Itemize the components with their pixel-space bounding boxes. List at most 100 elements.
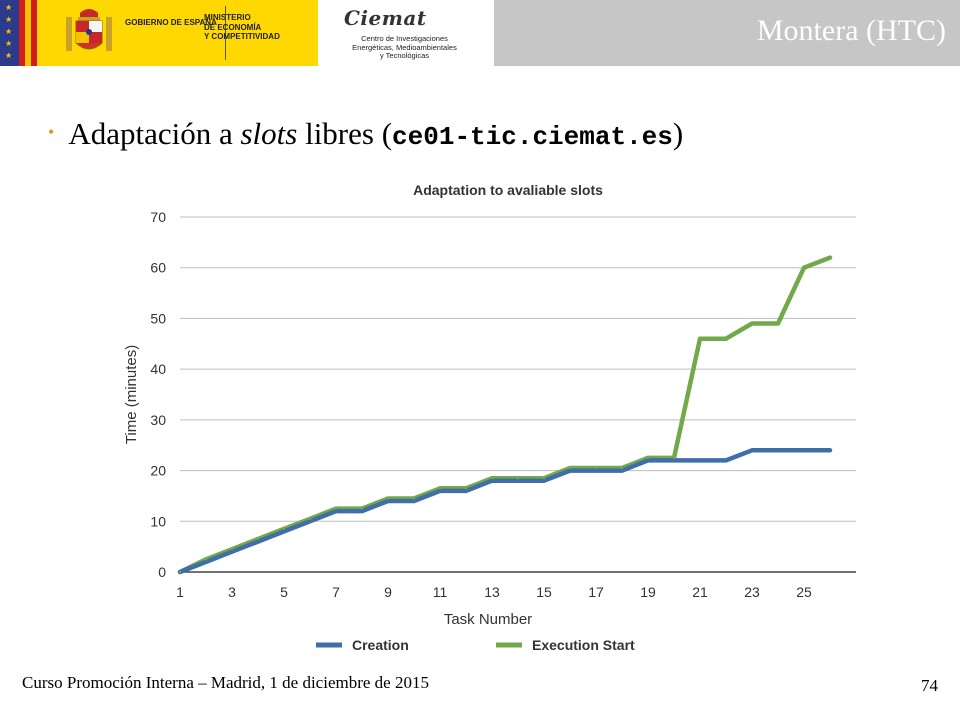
series-line-execution-start (177, 255, 833, 575)
star-icon: ★ (5, 39, 13, 48)
y-tick-label: 20 (150, 463, 166, 479)
data-point (750, 322, 754, 325)
star-icon: ★ (5, 15, 13, 24)
data-point (204, 560, 208, 564)
data-point (334, 509, 338, 513)
legend-label: Execution Start (532, 637, 635, 653)
data-point (802, 449, 806, 452)
data-point (776, 449, 780, 452)
x-tick-label: 11 (433, 584, 448, 600)
data-point (438, 487, 442, 490)
data-point (282, 530, 286, 533)
data-point (256, 540, 260, 543)
data-point (386, 499, 390, 503)
data-point (620, 466, 624, 470)
y-tick-label: 10 (150, 513, 166, 529)
data-point (360, 509, 364, 513)
data-point (750, 449, 754, 452)
data-point (490, 479, 494, 482)
data-point (568, 469, 572, 472)
data-point (776, 322, 780, 325)
footer-text: Curso Promoción Interna – Madrid, 1 de d… (22, 673, 429, 692)
data-point (646, 456, 650, 460)
page-number: 74 (921, 676, 938, 695)
bullet-text-start: Adaptación a (68, 116, 241, 151)
x-tick-label: 1 (176, 584, 184, 600)
x-tick-label: 5 (280, 584, 288, 600)
x-tick-label: 25 (796, 584, 812, 600)
data-point (724, 337, 728, 340)
logo-divider (225, 6, 226, 60)
ministry-label: Ministerio de Economía y Competitividad (204, 13, 280, 41)
title-banner: Montera (HTC) (494, 0, 960, 66)
y-tick-label: 30 (150, 412, 166, 428)
data-point (516, 476, 520, 480)
x-tick-label: 13 (484, 584, 500, 600)
data-point (360, 507, 364, 510)
star-icon: ★ (5, 51, 13, 60)
x-tick-label: 23 (744, 584, 760, 600)
x-tick-label: 15 (536, 584, 552, 600)
ciemat-logo: Ciemat Centro de Investigaciones Energét… (318, 0, 491, 66)
bullet-icon: • (48, 122, 55, 142)
data-point (204, 558, 208, 561)
bullet-hostname: ce01-tic.ciemat.es (392, 122, 673, 152)
y-tick-label: 70 (150, 209, 166, 225)
data-point (698, 459, 702, 462)
data-point (568, 466, 572, 470)
y-axis-label: Time (minutes) (123, 345, 140, 444)
data-point (230, 550, 234, 553)
data-point (464, 487, 468, 490)
x-tick-label: 17 (588, 584, 604, 600)
legend-label: Creation (352, 637, 409, 653)
data-point (490, 476, 494, 480)
star-icon: ★ (5, 27, 13, 36)
data-point (698, 337, 702, 340)
data-point (178, 570, 182, 574)
x-tick-label: 3 (228, 584, 236, 600)
data-point (282, 527, 286, 531)
data-point (308, 517, 312, 520)
data-point (828, 256, 832, 259)
data-point (412, 499, 416, 503)
series-line-creation (177, 448, 833, 575)
y-tick-label: 0 (158, 564, 166, 580)
x-tick-label: 7 (332, 584, 340, 600)
data-point (672, 456, 676, 460)
data-point (334, 507, 338, 510)
government-label: Gobierno de España (125, 18, 217, 27)
data-point (594, 469, 598, 472)
y-tick-label: 40 (150, 361, 166, 377)
x-axis-label: Task Number (444, 611, 532, 628)
section-title: Montera (HTC) (756, 14, 946, 47)
data-point (724, 459, 728, 462)
data-point (256, 537, 260, 541)
y-tick-label: 60 (150, 260, 166, 276)
header-bar: ★ ★ ★ ★ ★ Gobierno de España Ministerio … (0, 0, 960, 66)
data-point (620, 469, 624, 472)
bullet-text-close: ) (672, 116, 684, 151)
data-point (594, 466, 598, 470)
data-point (542, 476, 546, 480)
data-point (646, 459, 650, 462)
data-point (308, 520, 312, 523)
data-point (438, 489, 442, 493)
data-point (802, 266, 806, 269)
bullet-text-italic: slots (240, 116, 298, 151)
bullet-point: • Adaptación a slots libres (ce01-tic.cie… (48, 116, 683, 152)
ciemat-subtitle: Centro de Investigaciones Energéticas, M… (352, 34, 457, 60)
y-tick-label: 50 (150, 310, 166, 326)
star-icon: ★ (5, 3, 13, 12)
bullet-text-middle: libres ( (297, 116, 393, 151)
eu-flag-strip: ★ ★ ★ ★ ★ (0, 0, 37, 66)
line-chart: Adaptation to avaliable slots 0 10 20 30 40 50… (123, 182, 856, 653)
data-point (464, 489, 468, 493)
data-point (516, 479, 520, 482)
data-point (412, 497, 416, 500)
government-logo: Gobierno de España Ministerio de Economí… (37, 0, 318, 66)
data-point (828, 449, 832, 452)
x-tick-label: 9 (384, 584, 392, 600)
coat-of-arms-icon (66, 9, 112, 51)
data-point (386, 497, 390, 500)
x-tick-label: 19 (640, 584, 656, 600)
